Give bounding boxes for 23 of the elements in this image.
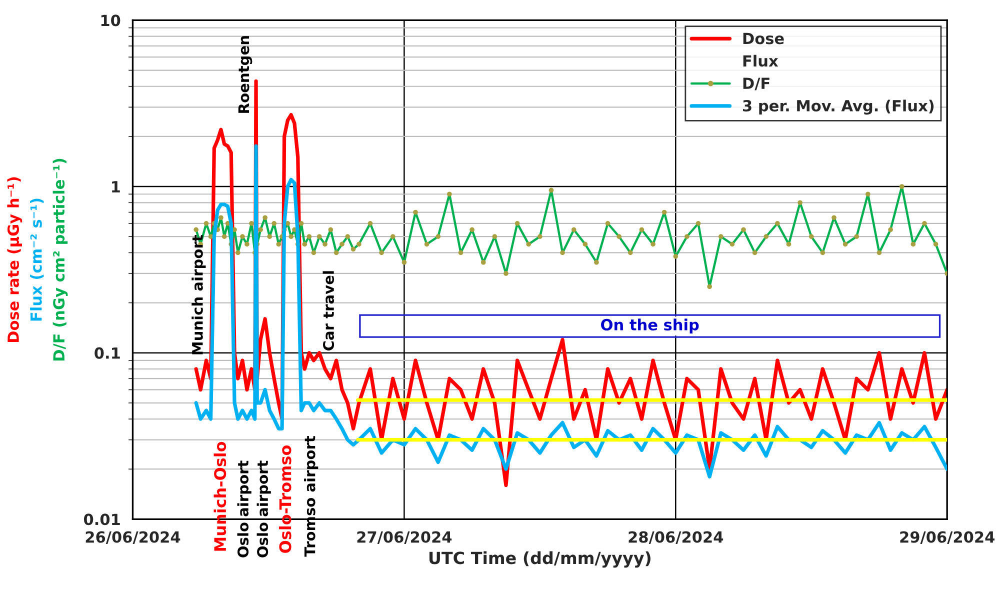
annotation: Roentgen — [238, 36, 252, 113]
annotation: Oslo-Tromso — [278, 445, 292, 553]
x-tick-label: 28/06/2024 — [628, 531, 724, 544]
x-tick-label: 27/06/2024 — [357, 531, 452, 544]
y-tick-label: 0.1 — [94, 347, 120, 359]
annotation: Munich airport — [192, 234, 206, 354]
annotation: Car travel — [322, 271, 334, 350]
y-tick-label: 10 — [101, 14, 120, 26]
annotation: Munich-Oslo — [214, 442, 226, 551]
annotation: Tromso airport — [304, 436, 318, 557]
x-axis-title: UTC Time (dd/mm/yyyy) — [429, 551, 650, 568]
annotation: On the ship — [601, 318, 699, 334]
text: Flux — [743, 54, 778, 67]
legend-label: Dose — [743, 32, 784, 44]
annotation: Oslo airport — [237, 460, 252, 558]
y-tick-label: 0.01 — [84, 514, 120, 526]
annotation: Oslo airport — [256, 460, 271, 558]
legend-label: D/F — [743, 78, 770, 90]
y-axis-title: Dose rate (µGy h⁻¹) Flux (cm⁻² s⁻¹) D/F (nGy cm² particle⁻¹) — [7, 158, 68, 360]
legend-label: 3 per. Mov. Avg. (Flux) — [742, 100, 934, 115]
x-tick-label: 26/06/2024 — [86, 531, 180, 544]
y-tick-label: 1 — [112, 181, 120, 192]
x-tick-label: 29/06/2024 — [900, 531, 994, 544]
